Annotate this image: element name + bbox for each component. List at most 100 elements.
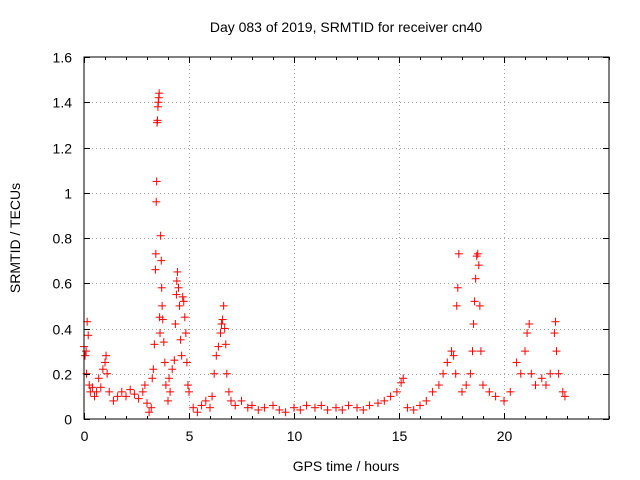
data-point [473,249,482,258]
data-point [109,396,118,405]
data-point [475,301,484,310]
data-point [453,283,462,292]
data-point [222,369,231,378]
data-point [201,396,210,405]
data-point [197,401,206,410]
data-point [454,249,463,258]
data-point [466,369,475,378]
data-point [323,405,332,414]
data-point [359,405,368,414]
data-point [218,315,227,324]
y-tick-label: 1 [64,186,72,202]
data-point [485,387,494,396]
data-point [231,401,240,410]
data-point [81,351,90,360]
data-point [344,401,353,410]
data-point [269,401,277,410]
data-point [181,329,190,338]
x-tick-label: 15 [392,428,408,444]
data-point [105,387,114,396]
data-point [531,381,540,390]
data-point [550,329,559,338]
data-point [221,340,230,349]
data-point [365,401,374,410]
data-point [449,351,458,360]
plot-frame [83,56,610,420]
data-point [147,403,156,412]
data-point [212,351,221,360]
y-axis-title: SRMTID / TECUs [7,183,23,293]
data-point [183,381,192,390]
data-point [512,358,521,367]
y-tick-label: 0.4 [53,322,73,338]
y-tick-label: 1.4 [53,95,73,111]
data-point [479,381,487,390]
data-point [151,265,160,274]
data-point [275,405,284,414]
data-point [224,387,233,396]
data-point [96,383,105,392]
data-point [176,335,185,344]
data-point [243,403,252,412]
data-point [551,317,560,326]
data-point [521,347,529,356]
data-point [180,313,189,322]
data-point [134,394,143,403]
data-point [525,319,534,328]
data-point [471,274,480,283]
data-point [546,369,555,378]
tick-labels: 0 5 10 15 20 0 0.2 0.4 0.6 0.8 1 1.2 1.4 1.6 [53,50,513,445]
data-point [491,392,500,401]
data-point [296,405,305,414]
data-point [468,347,477,356]
data-point [82,347,91,356]
data-point [164,396,172,405]
data-point [84,331,93,340]
y-tick-label: 0.6 [53,276,73,292]
data-point [150,340,159,349]
y-tick-label: 1.6 [53,50,73,66]
data-point [166,387,175,396]
data-point [208,392,217,401]
data-point [219,301,228,310]
data-point [138,387,147,396]
x-tick-label: 20 [497,428,513,444]
data-point [560,392,569,401]
y-tick-label: 0.8 [53,231,73,247]
data-point [397,378,406,387]
data-point [179,297,188,306]
data-point [214,342,223,351]
grid-lines [84,57,609,419]
data-point [178,292,187,301]
data-point [117,387,126,396]
data-point [353,403,361,412]
data-point [102,351,111,360]
data-point [290,403,298,412]
data-point [416,401,424,410]
data-point [185,387,193,396]
data-point [156,329,165,338]
data-point [161,381,170,390]
data-point [152,177,161,186]
data-point [88,383,97,392]
data-point [500,396,508,405]
data-point [90,392,99,401]
data-point [157,256,166,265]
data-point [422,396,431,405]
data-point [165,374,174,383]
data-point [447,347,456,356]
data-point [193,408,202,417]
y-tick-label: 1.2 [53,141,73,157]
data-point [470,297,479,306]
data-point [172,276,181,285]
chart-title: Day 083 of 2019, SRMTID for receiver cn4… [210,19,483,35]
data-point [182,358,191,367]
data-point [443,358,452,367]
data-point [558,387,567,396]
data-point [122,392,130,401]
data-point [177,351,186,360]
data-point [452,301,461,310]
x-tick-label: 5 [186,428,194,444]
data-point [332,403,340,412]
